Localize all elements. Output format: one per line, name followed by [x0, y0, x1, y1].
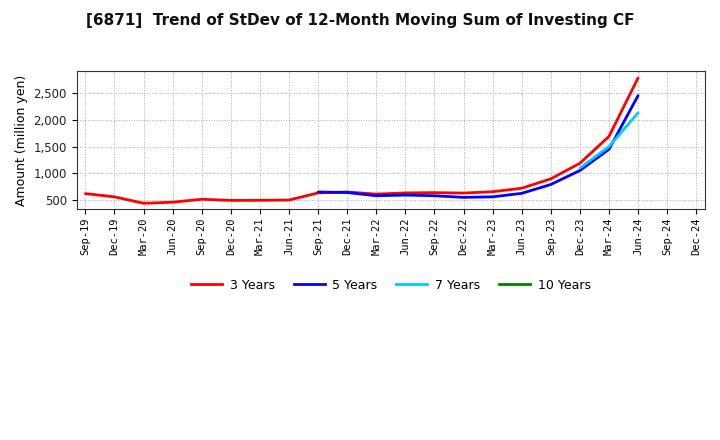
5 Years	[575, 168, 584, 173]
7 Years	[605, 144, 613, 149]
5 Years	[430, 193, 438, 198]
3 Years	[401, 190, 410, 195]
3 Years	[110, 194, 119, 199]
Y-axis label: Amount (million yen): Amount (million yen)	[15, 75, 28, 206]
7 Years	[634, 110, 642, 115]
5 Years	[401, 192, 410, 198]
Line: 3 Years: 3 Years	[86, 78, 638, 203]
5 Years	[314, 189, 323, 194]
3 Years	[575, 161, 584, 166]
3 Years	[605, 134, 613, 139]
3 Years	[488, 189, 497, 194]
3 Years	[372, 191, 381, 197]
3 Years	[197, 197, 206, 202]
5 Years	[546, 182, 555, 187]
5 Years	[518, 191, 526, 196]
3 Years	[634, 75, 642, 81]
5 Years	[343, 190, 351, 195]
3 Years	[139, 201, 148, 206]
5 Years	[605, 147, 613, 152]
3 Years	[459, 191, 468, 196]
Line: 5 Years: 5 Years	[318, 95, 638, 198]
5 Years	[488, 194, 497, 199]
3 Years	[256, 198, 264, 203]
Line: 7 Years: 7 Years	[580, 113, 638, 168]
3 Years	[430, 190, 438, 195]
5 Years	[634, 93, 642, 98]
3 Years	[546, 176, 555, 181]
3 Years	[343, 189, 351, 194]
5 Years	[459, 195, 468, 200]
Text: [6871]  Trend of StDev of 12-Month Moving Sum of Investing CF: [6871] Trend of StDev of 12-Month Moving…	[86, 13, 634, 28]
3 Years	[314, 190, 323, 195]
3 Years	[284, 198, 293, 203]
3 Years	[81, 191, 90, 196]
7 Years	[575, 165, 584, 171]
3 Years	[168, 200, 177, 205]
Legend: 3 Years, 5 Years, 7 Years, 10 Years: 3 Years, 5 Years, 7 Years, 10 Years	[186, 274, 595, 297]
3 Years	[227, 198, 235, 203]
3 Years	[518, 186, 526, 191]
5 Years	[372, 193, 381, 198]
